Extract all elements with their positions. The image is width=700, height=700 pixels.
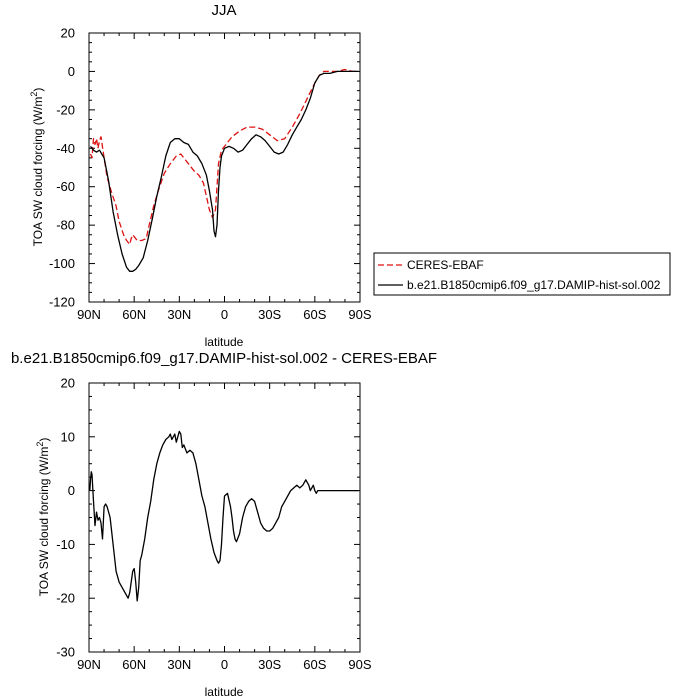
bottom-chart-title: b.e21.B1850cmip6.f09_g17.DAMIP-hist-sol.…	[11, 350, 437, 367]
bottom-x-tick-label: 90N	[77, 657, 101, 672]
top-y-tick-label: -80	[56, 218, 75, 233]
bottom-plot-frame	[88, 382, 361, 653]
bottom-y-tick-label: -30	[56, 645, 75, 660]
bottom-y-tick-label: -10	[56, 537, 75, 552]
top-y-tick-label: -120	[49, 295, 75, 310]
bottom-x-tick-label: 30N	[167, 657, 191, 672]
top-x-tick-label: 90S	[348, 307, 371, 322]
top-y-tick-label: -20	[56, 102, 75, 117]
legend: CERES-EBAF b.e21.B1850cmip6.f09_g17.DAMI…	[373, 252, 671, 296]
bottom-x-tick-label: 0	[221, 657, 228, 672]
bottom-lines	[89, 430, 359, 602]
bottom-x-tick-label: 60N	[122, 657, 146, 672]
top-y-axis-label: TOA SW cloud forcing (W/m2)	[29, 88, 45, 247]
bottom-chart-panel: b.e21.B1850cmip6.f09_g17.DAMIP-hist-sol.…	[11, 350, 437, 699]
top-x-tick-label: 60S	[303, 307, 326, 322]
top-chart-title: JJA	[211, 2, 236, 19]
top-x-tick-label: 60N	[122, 307, 146, 322]
bottom-y-tick-label: 20	[61, 376, 75, 391]
top-x-tick-label: 90N	[77, 307, 101, 322]
bottom-x-tick-label: 60S	[303, 657, 326, 672]
bottom-x-axis-label: latitude	[205, 685, 244, 699]
top-y-tick-label: 0	[68, 64, 75, 79]
bottom-ticks: 90N 60N 30N 0 30S 60S 90S 20 10 0 -10 -20 -30	[56, 376, 372, 673]
top-y-tick-label: -60	[56, 179, 75, 194]
bottom-series-line-1	[89, 430, 359, 602]
top-plot-frame	[88, 32, 361, 303]
bottom-y-tick-label: 0	[68, 483, 75, 498]
top-y-tick-label: 20	[61, 26, 75, 41]
top-chart-panel: JJA 90N 60N 30N 0 30S 60S 90S 20 0 -20 -40 -60 -80 -1…	[29, 2, 671, 349]
top-ticks: 90N 60N 30N 0 30S 60S 90S 20 0 -20 -40 -60 -80 -100 -1…	[49, 26, 372, 323]
top-y-tick-label: -100	[49, 256, 75, 271]
bottom-x-tick-label: 90S	[348, 657, 371, 672]
top-x-tick-label: 30S	[258, 307, 281, 322]
top-y-tick-label: -40	[56, 141, 75, 156]
legend-label-ceres: CERES-EBAF	[407, 258, 484, 272]
legend-label-model: b.e21.B1850cmip6.f09_g17.DAMIP-hist-sol.…	[407, 278, 661, 292]
bottom-y-axis-label: TOA SW cloud forcing (W/m2)	[35, 438, 51, 597]
top-lines	[89, 68, 359, 272]
legend-box	[373, 252, 671, 296]
top-series-line-2	[89, 70, 359, 272]
top-x-tick-label: 30N	[167, 307, 191, 322]
top-x-tick-label: 0	[221, 307, 228, 322]
bottom-y-tick-label: 10	[61, 429, 75, 444]
bottom-y-tick-label: -20	[56, 591, 75, 606]
bottom-x-tick-label: 30S	[258, 657, 281, 672]
top-x-axis-label: latitude	[205, 335, 244, 349]
top-series-line-1	[89, 68, 359, 246]
